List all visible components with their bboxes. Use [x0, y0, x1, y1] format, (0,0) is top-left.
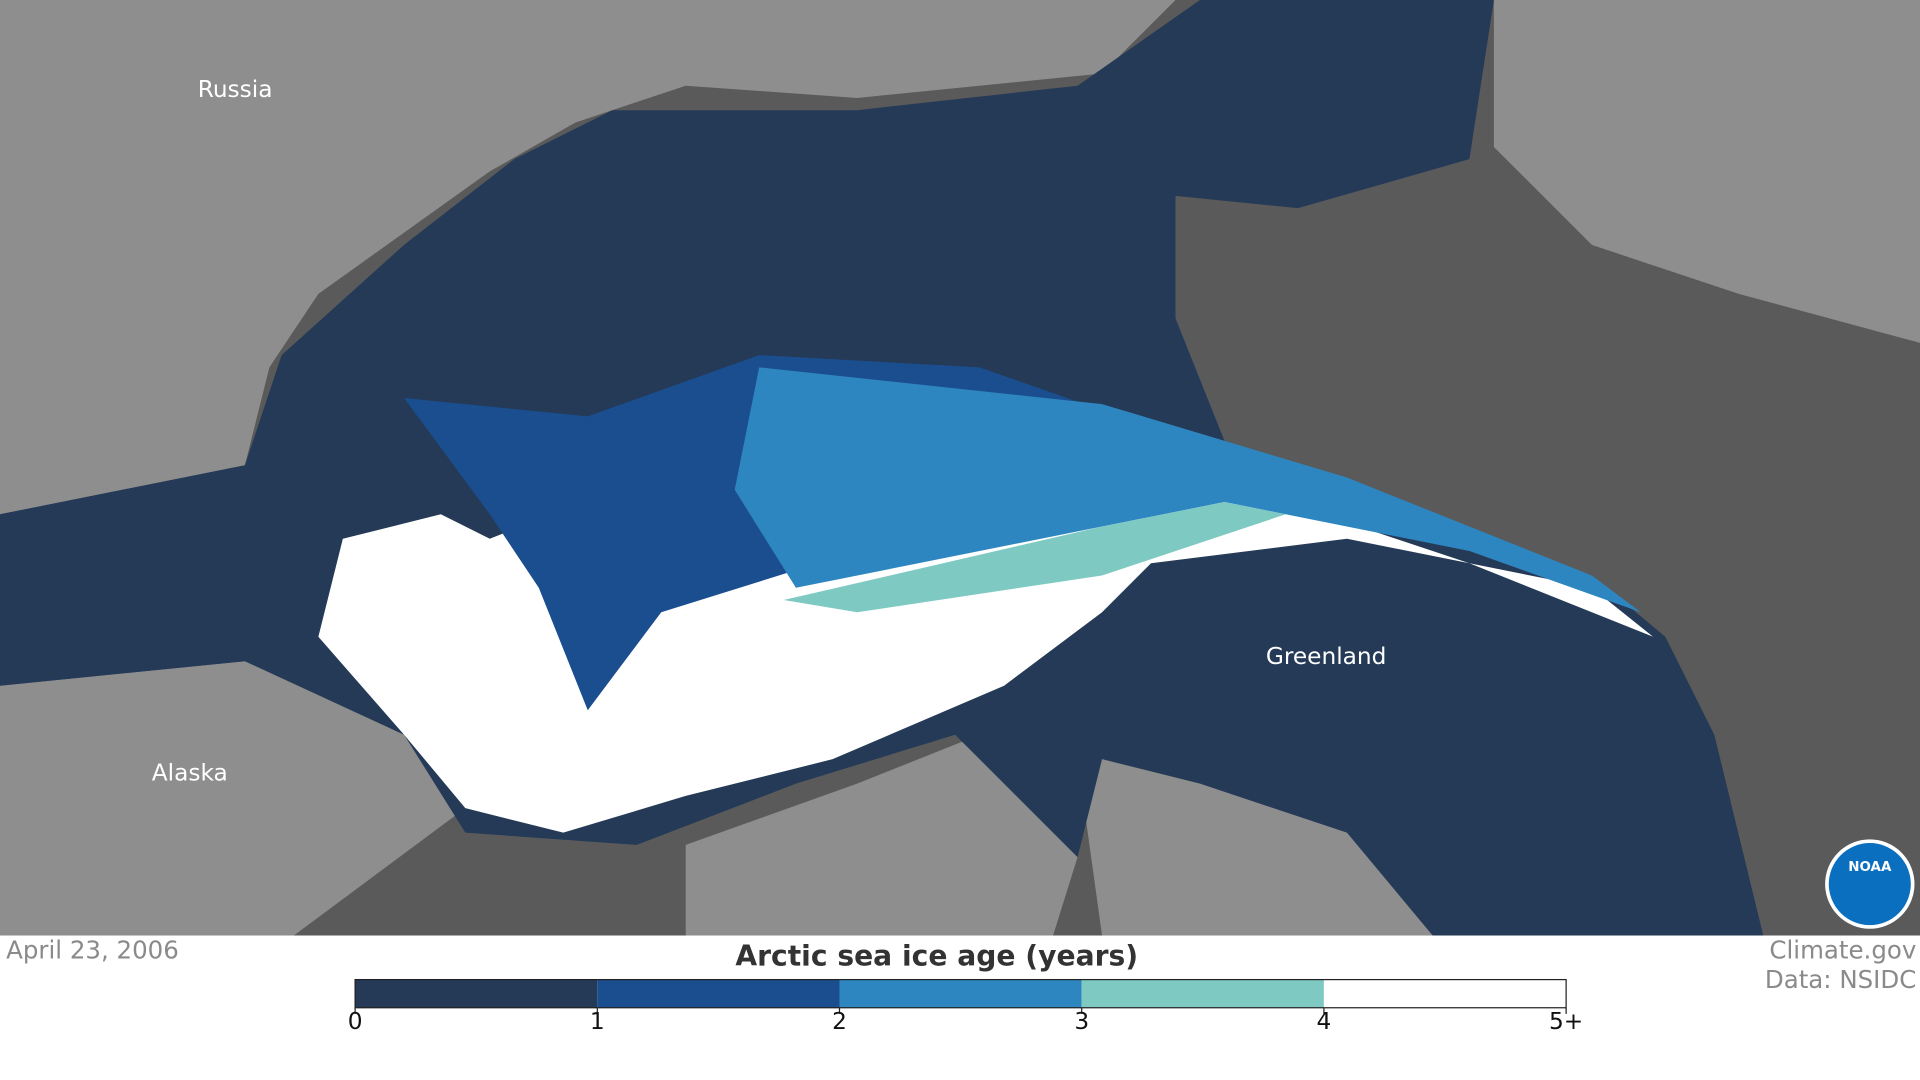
legend-tick-label: 5+ — [1549, 1008, 1583, 1035]
ice-3yr — [783, 502, 1286, 613]
legend-tick-label: 4 — [1317, 1008, 1332, 1035]
credit: Climate.gov — [1769, 935, 1916, 964]
source: Data: NSIDC — [1765, 965, 1916, 994]
legend-tick-label: 1 — [590, 1008, 605, 1035]
place-label: Alaska — [152, 759, 228, 786]
ice-2yr — [734, 367, 1641, 613]
place-label: Russia — [198, 76, 273, 103]
land — [685, 734, 1078, 936]
land — [0, 661, 466, 936]
legend-swatch — [355, 979, 598, 1008]
legend-swatch — [1323, 979, 1567, 1008]
legend-swatch — [839, 979, 1082, 1008]
legend-tick-label: 3 — [1074, 1008, 1089, 1035]
place-label: Greenland — [1266, 643, 1387, 670]
date: April 23, 2006 — [6, 935, 179, 964]
logo — [1825, 839, 1915, 929]
legend-swatch — [1081, 979, 1324, 1008]
legend-swatch — [597, 979, 840, 1008]
legend-frame — [354, 978, 1567, 1009]
land — [0, 0, 1176, 515]
legend-tick-label: 0 — [348, 1008, 363, 1035]
legend-title: Arctic sea ice age (years) — [735, 940, 1138, 973]
logo-text: NOAA — [1848, 860, 1892, 875]
land — [1493, 0, 1920, 343]
legend-tick-label: 2 — [832, 1008, 847, 1035]
